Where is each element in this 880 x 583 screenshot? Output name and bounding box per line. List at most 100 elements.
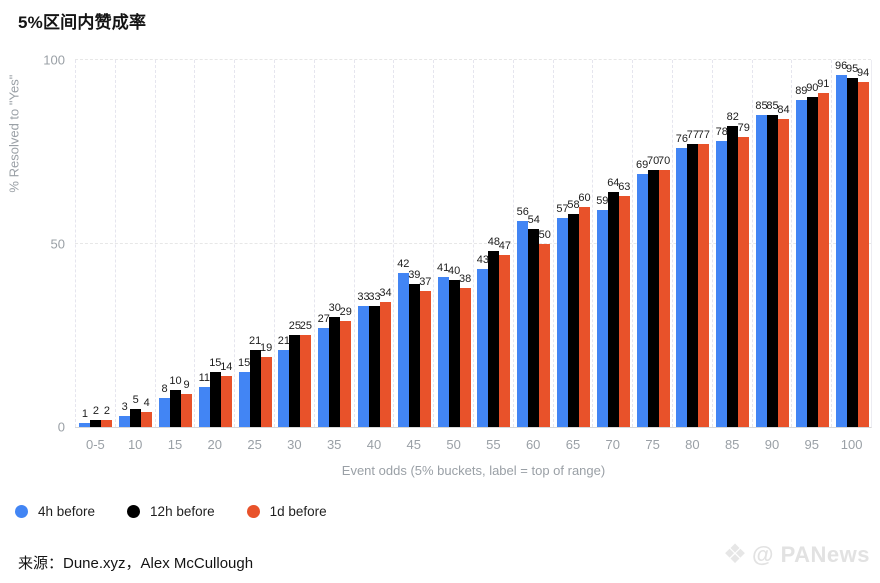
bar-value-label: 19 (259, 342, 273, 355)
bar-12h-before (448, 280, 460, 427)
bar-group: 27 30 29 35 (313, 60, 354, 452)
bar-group: 76 77 77 80 (672, 60, 712, 452)
bar-4h-before (795, 100, 807, 427)
legend-item-4h-before[interactable]: 4h before (15, 504, 95, 519)
bar-4h-before (119, 416, 131, 427)
x-tick-label: 40 (366, 437, 382, 452)
bar-value-label: 47 (498, 239, 512, 252)
bar-4h-before (318, 327, 330, 427)
bar-12h-before (607, 192, 619, 427)
bar-value-label: 25 (288, 320, 302, 333)
bar-value-label: 50 (538, 228, 551, 241)
x-tick-label: 75 (645, 437, 660, 452)
legend-dot-icon (15, 505, 28, 518)
bar-group: 69 70 70 75 (632, 60, 672, 452)
bar-group: 1 2 2 0-5 (75, 60, 115, 452)
bar-value-label: 79 (737, 122, 750, 135)
x-tick-label: 80 (685, 437, 700, 452)
x-tick-label: 95 (804, 437, 820, 452)
bar-12h-before (806, 96, 818, 427)
bar-value-label: 43 (476, 254, 490, 267)
page-title: 5%区间内赞成率 (18, 13, 147, 32)
bar-1d-before (738, 137, 750, 427)
bar-1d-before (817, 93, 829, 427)
x-tick-label: 25 (247, 437, 262, 452)
bar-1d-before (618, 195, 630, 427)
bar-value-label: 90 (806, 81, 819, 94)
bar-4h-before (159, 397, 171, 427)
bar-value-label: 85 (755, 100, 768, 113)
bar-1d-before (300, 335, 312, 427)
bar-group: 41 40 38 50 (433, 60, 473, 452)
plot-area: 0 50 100 1 2 2 0-5 3 5 4 10 8 10 9 15 11 15 14 20 15 21 19 25 2… (43, 54, 872, 452)
y-axis-title: % Resolved to "Yes" (6, 74, 22, 193)
x-tick-label: 60 (525, 437, 541, 452)
bar-12h-before (408, 283, 420, 427)
bar-12h-before (130, 408, 142, 427)
bar-4h-before (477, 269, 489, 427)
bar-value-label: 58 (567, 199, 580, 212)
bar-1d-before (658, 170, 670, 427)
bar-4h-before (397, 272, 409, 427)
bar-value-label: 84 (777, 103, 790, 116)
bar-12h-before (329, 316, 341, 427)
bar-value-label: 41 (436, 261, 450, 274)
bar-1d-before (778, 118, 790, 427)
x-tick-label: 55 (486, 437, 501, 452)
y-tick-label: 50 (50, 236, 65, 251)
bar-value-label: 70 (646, 155, 660, 168)
legend-item-12h-before[interactable]: 12h before (127, 504, 215, 519)
y-tick-label: 0 (57, 419, 65, 435)
watermark: ❖ @ PANews (723, 541, 870, 568)
bar-1d-before (220, 375, 232, 427)
bar-value-label: 59 (596, 195, 609, 208)
bar-value-label: 85 (766, 100, 779, 113)
x-axis-title: Event odds (5% buckets, label = top of r… (341, 463, 606, 478)
bar-4h-before (358, 305, 370, 427)
bar-4h-before (557, 217, 569, 427)
bar-value-label: 54 (527, 213, 540, 226)
bar-value-label: 3 (121, 401, 128, 413)
x-tick-label: 90 (764, 437, 780, 452)
bar-12h-before (90, 419, 102, 427)
bar-value-label: 33 (368, 290, 381, 303)
bar-4h-before (198, 386, 210, 427)
bar-value-label: 57 (556, 202, 569, 215)
bar-group: 56 54 50 60 (512, 60, 553, 452)
x-tick-label: 85 (724, 437, 740, 452)
bar-value-label: 21 (248, 334, 262, 347)
bar-12h-before (369, 305, 381, 427)
bar-1d-before (698, 144, 710, 427)
bar-value-label: 2 (92, 404, 99, 417)
bar-value-label: 10 (169, 375, 182, 388)
bar-value-label: 29 (339, 305, 352, 318)
bar-1d-before (499, 254, 511, 427)
bar-group: 59 64 63 70 (592, 60, 632, 452)
bar-value-label: 33 (357, 290, 370, 303)
bar-12h-before (249, 349, 261, 427)
bar-value-label: 15 (237, 356, 251, 369)
bar-value-label: 77 (686, 129, 700, 142)
bar-value-label: 11 (198, 371, 211, 384)
bar-group: 57 58 60 65 (552, 60, 593, 452)
x-tick-label: 20 (207, 437, 223, 452)
bar-value-label: 25 (299, 320, 313, 333)
bar-4h-before (278, 349, 290, 427)
legend-dot-icon (246, 505, 260, 518)
bar-value-label: 2 (103, 404, 110, 417)
bar-12h-before (528, 228, 540, 427)
bar-value-label: 78 (715, 125, 728, 138)
bar-value-label: 37 (419, 276, 432, 289)
legend-item-1d-before[interactable]: 1d before (246, 504, 327, 519)
bar-value-label: 1 (81, 408, 88, 421)
bar-value-label: 27 (317, 312, 330, 325)
bar-value-label: 77 (697, 129, 711, 142)
bar-group: 33 33 34 40 (353, 60, 394, 452)
x-tick-label: 10 (127, 437, 143, 452)
bar-12h-before (727, 126, 739, 427)
bar-4h-before (716, 140, 728, 427)
bar-value-label: 42 (397, 257, 410, 270)
bar-4h-before (676, 148, 688, 427)
bar-value-label: 39 (408, 268, 421, 281)
watermark-label: @ PANews (752, 541, 870, 567)
